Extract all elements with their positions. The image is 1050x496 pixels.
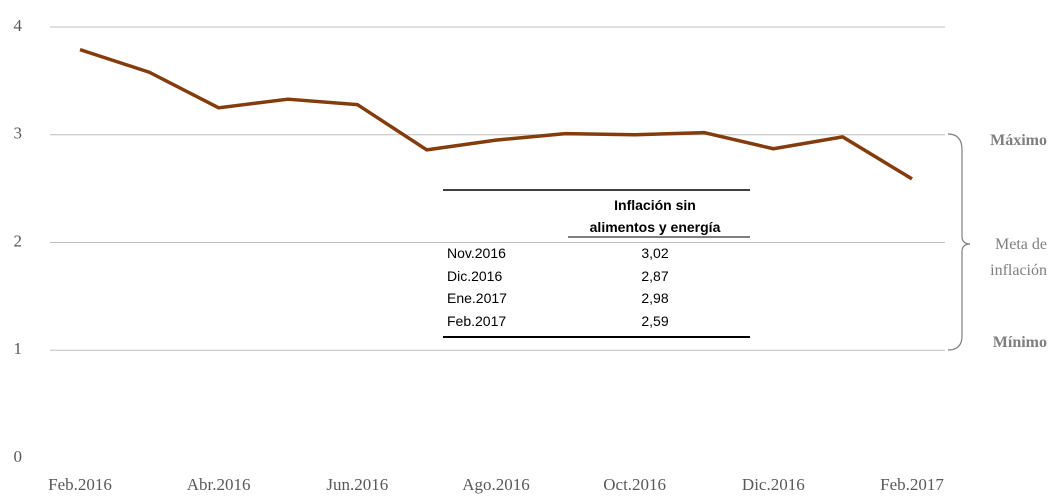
annotation: Máximo	[990, 132, 1047, 149]
x-tick-label: Dic.2016	[742, 475, 805, 494]
table-value: 2,87	[641, 267, 669, 284]
line	[79, 47, 913, 181]
y-tick-label: 1	[14, 339, 23, 358]
x-tick-label: Jun.2016	[326, 475, 388, 494]
table-value: 3,02	[641, 245, 669, 261]
x-tick-label: Feb.2017	[880, 475, 944, 494]
table-header: Inflación sin alimentos y energía	[589, 197, 721, 235]
y-tick-label: 2	[14, 231, 23, 250]
x-tick-label: Abr.2016	[187, 475, 251, 494]
x-tick-label: Feb.2016	[48, 475, 112, 494]
annotation: Mínimo	[992, 334, 1047, 351]
table-value: 2,59	[641, 312, 669, 329]
x-tick-label: Ago.2016	[462, 475, 530, 494]
annotation: Meta de inflación	[990, 236, 1047, 279]
table-label: Dic.2016	[447, 267, 503, 284]
y-tick-label: 4	[14, 16, 23, 35]
table-label: Ene.2017	[447, 290, 507, 306]
table-label: Feb.2017	[447, 312, 507, 329]
y-tick-label: 3	[14, 124, 23, 143]
table-value: 2,98	[641, 290, 669, 306]
y-tick-label: 0	[14, 447, 23, 466]
table-label: Nov.2016	[447, 245, 506, 261]
brace	[947, 133, 971, 351]
x-tick-label: Oct.2016	[603, 475, 666, 494]
